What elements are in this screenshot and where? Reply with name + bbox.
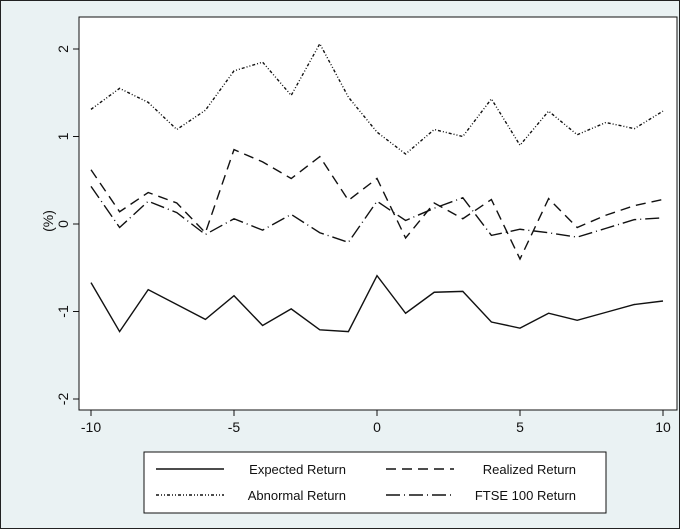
y-tick-label: 2	[55, 45, 71, 53]
legend-label: FTSE 100 Return	[475, 488, 576, 503]
x-tick-label: 5	[516, 419, 524, 435]
series-line-realized-return	[90, 148, 664, 261]
y-tick-label: -1	[55, 305, 71, 318]
x-tick-label: 0	[373, 419, 381, 435]
y-axis-label: (%)	[40, 210, 56, 232]
plot-area	[78, 16, 678, 411]
y-tick-label: 0	[55, 220, 71, 228]
legend-label: Realized Return	[483, 462, 576, 477]
legend-label: Expected Return	[249, 462, 346, 477]
x-tick-label: -10	[81, 419, 101, 435]
series-line-abnormal-return	[90, 42, 664, 155]
legend-box	[143, 451, 607, 514]
x-tick-label: 10	[655, 419, 671, 435]
legend-label: Abnormal Return	[248, 488, 346, 503]
legend: Expected Return Realized Return Abnormal R…	[156, 462, 576, 503]
y-tick-label: 1	[55, 132, 71, 140]
series-group	[90, 42, 664, 333]
x-tick-label: -5	[228, 419, 241, 435]
y-tick-label: -2	[55, 393, 71, 406]
series-line-expected-return	[90, 274, 664, 333]
series-line-ftse-100-return	[90, 185, 664, 244]
